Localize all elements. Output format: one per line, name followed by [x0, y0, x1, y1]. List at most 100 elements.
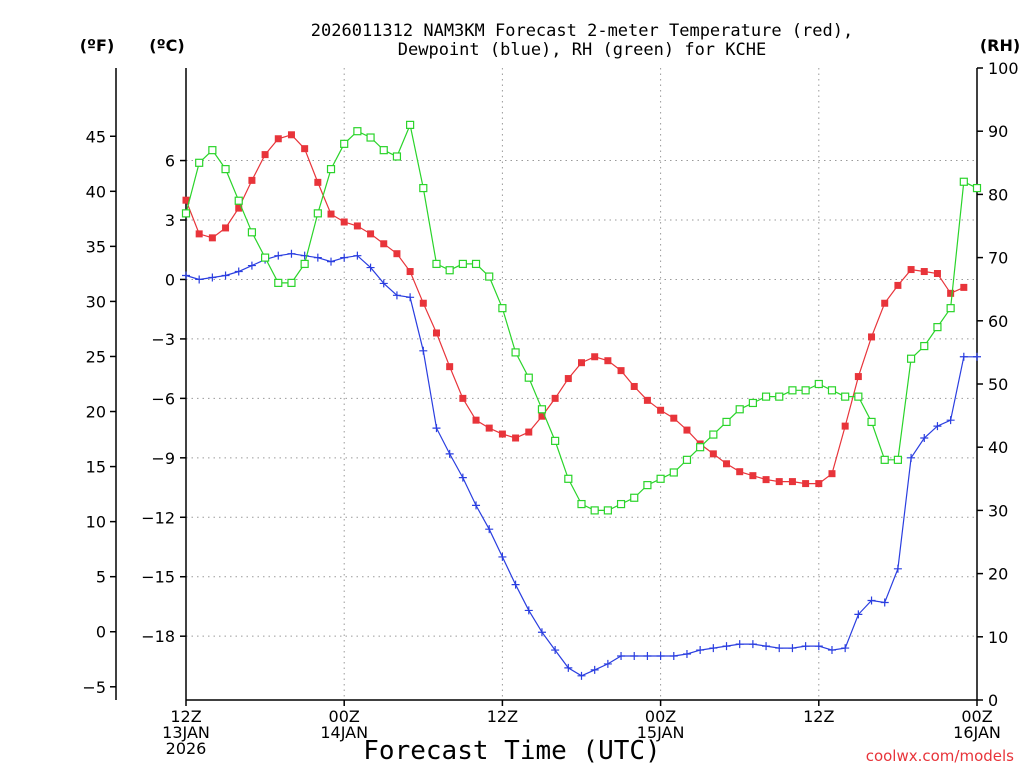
rh-point	[841, 392, 850, 401]
temperature-point	[195, 230, 203, 238]
temperature-point	[512, 434, 520, 442]
fahrenheit-tick-label: 25	[86, 347, 106, 366]
temperature-point	[881, 299, 889, 307]
celsius-tick-label: 6	[165, 152, 175, 171]
rh-point	[419, 183, 428, 193]
dewpoint-point	[880, 598, 889, 607]
temperature-point	[287, 131, 295, 139]
temperature-point	[419, 299, 427, 307]
dewpoint-point	[682, 650, 691, 659]
rh-point	[432, 259, 441, 269]
temperature-point	[538, 412, 546, 420]
temperature-point	[432, 329, 440, 337]
rh-point	[406, 120, 415, 129]
rh-point	[195, 158, 204, 167]
rh-point	[261, 253, 270, 262]
x-tick-label: 12Z	[803, 707, 834, 726]
temperature-point	[235, 204, 243, 212]
dewpoint-point	[920, 434, 929, 443]
temperature-point	[485, 424, 493, 432]
rh-point	[353, 127, 362, 136]
dewpoint-point	[537, 628, 546, 637]
temperature-point	[657, 406, 665, 414]
rh-line	[185, 122, 978, 511]
rh-point	[959, 177, 968, 186]
rh-point	[735, 405, 744, 414]
rh-point	[630, 493, 639, 502]
dewpoint-point	[458, 473, 467, 482]
temperature-point	[340, 218, 348, 226]
rh-tick-label: 10	[988, 628, 1008, 647]
rh-point	[669, 468, 678, 477]
data-series	[181, 120, 982, 680]
rh-point	[880, 455, 889, 464]
dewpoint-point	[656, 652, 665, 661]
fahrenheit-tick-label: 40	[86, 182, 106, 201]
chart-title-line-2: Dewpoint (blue), RH (green) for KCHE	[398, 40, 766, 60]
dewpoint-point	[867, 596, 876, 605]
rh-point	[682, 455, 692, 464]
axes	[110, 67, 983, 706]
temperature-point	[380, 240, 388, 248]
temperature-point	[406, 268, 414, 276]
rh-point	[867, 417, 876, 427]
rh-tick-label: 60	[988, 312, 1008, 331]
dewpoint-point	[669, 652, 678, 661]
rh-point	[445, 266, 454, 275]
dewpoint-point	[643, 652, 652, 661]
temperature-point	[367, 230, 375, 238]
rh-tick-label: 90	[988, 122, 1008, 141]
rh-tick-label: 20	[988, 565, 1008, 584]
rh-tick-label: 70	[988, 249, 1008, 268]
rh-point	[511, 348, 520, 357]
temperature-point	[182, 196, 190, 204]
dewpoint-point	[775, 644, 784, 653]
rh-point	[287, 278, 296, 287]
dewpoint-point	[353, 251, 362, 260]
dewpoint-point	[709, 644, 718, 653]
temperature-point	[604, 357, 612, 365]
celsius-tick-label: −3	[151, 330, 175, 349]
rh-point	[748, 398, 757, 408]
rh-point	[551, 436, 560, 445]
dewpoint-point	[419, 346, 428, 355]
rh-axis-label: (RH)	[980, 36, 1020, 55]
temperature-point	[274, 135, 282, 143]
rh-series	[181, 120, 982, 515]
dewpoint-point	[748, 640, 757, 649]
fahrenheit-tick-label: 45	[86, 127, 106, 146]
fahrenheit-tick-label: −5	[82, 678, 106, 697]
fahrenheit-tick-label: 35	[86, 237, 106, 256]
x-tick-label: 00Z	[329, 707, 360, 726]
temperature-point	[762, 476, 770, 484]
temperature-point	[314, 178, 322, 186]
rh-point	[603, 506, 612, 515]
rh-point	[221, 165, 230, 174]
rh-point	[775, 392, 784, 401]
fahrenheit-tick-label: 15	[86, 458, 106, 477]
celsius-axis-label: (ºC)	[149, 36, 184, 55]
dewpoint-point	[801, 642, 810, 651]
temperature-point	[960, 283, 968, 291]
celsius-tick-label: −12	[141, 508, 175, 527]
celsius-tick-label: −9	[151, 449, 175, 468]
dewpoint-point	[498, 552, 507, 561]
dewpoint-point	[551, 646, 560, 655]
rh-point	[577, 499, 586, 509]
dewpoint-point	[933, 422, 942, 431]
temperature-point	[578, 359, 585, 367]
temperature-point	[327, 210, 335, 218]
rh-tick-label: 80	[988, 185, 1008, 204]
temperature-point	[248, 176, 256, 184]
x-date-label: 13JAN	[162, 723, 210, 742]
fahrenheit-tick-label: 0	[96, 623, 106, 642]
rh-point	[590, 506, 599, 515]
dewpoint-point	[340, 253, 349, 262]
temperature-point	[564, 375, 572, 383]
x-axis-label: Forecast Time (UTC)	[363, 736, 660, 766]
dewpoint-point	[893, 564, 902, 573]
rh-point	[498, 304, 507, 313]
temperature-point	[222, 224, 230, 232]
temperature-point	[920, 268, 928, 276]
rh-point	[616, 499, 626, 509]
